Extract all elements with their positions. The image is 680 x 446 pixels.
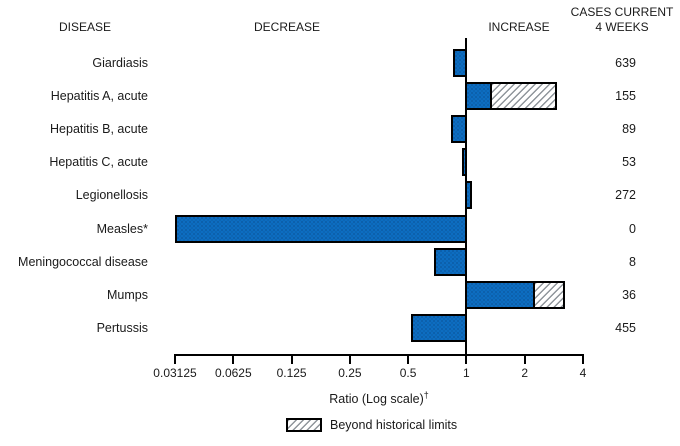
x-axis-line xyxy=(174,354,584,356)
disease-label-hepatitis-a-acute: Hepatitis A, acute xyxy=(50,89,148,104)
bar-solid-hepatitis-b-acute xyxy=(450,115,468,144)
x-axis-tick-label-0.125: 0.125 xyxy=(276,366,307,380)
cases-value-giardiasis: 639 xyxy=(615,56,636,70)
x-axis-tick-0.0625 xyxy=(232,356,235,364)
cases-value-mumps: 36 xyxy=(622,287,636,302)
cases-value-hepatitis-a-acute: 155 xyxy=(615,89,636,104)
cases-value-pertussis: 455 xyxy=(615,320,636,335)
legend-hatched-swatch xyxy=(286,418,322,432)
x-axis-tick-label-4: 4 xyxy=(579,366,587,380)
bar-solid-measles xyxy=(175,214,468,243)
column-header-cases-line2: 4 WEEKS xyxy=(595,20,649,34)
bar-beyond-limits-mumps xyxy=(534,280,566,309)
column-header-increase: INCREASE xyxy=(488,20,550,34)
x-axis-tick-label-0.0625: 0.0625 xyxy=(214,366,252,380)
x-axis-tick-2 xyxy=(523,356,526,364)
disease-label-measles: Measles* xyxy=(96,221,148,236)
x-axis-tick-label-2: 2 xyxy=(521,366,529,380)
disease-label-meningococcal-disease: Meningococcal disease xyxy=(18,254,148,269)
column-header-cases-line1: CASES CURRENT xyxy=(570,5,674,19)
disease-label-giardiasis: Giardiasis xyxy=(92,56,148,70)
bar-solid-hepatitis-a-acute xyxy=(465,82,492,111)
x-axis-tick-4 xyxy=(582,356,584,364)
disease-label-pertussis: Pertussis xyxy=(96,320,148,335)
x-axis-tick-0.5 xyxy=(407,356,410,364)
x-axis-tick-0.25 xyxy=(348,356,351,364)
x-axis-tick-label-1: 1 xyxy=(463,366,470,380)
bar-solid-mumps xyxy=(465,280,535,309)
x-axis-tick-0.03125 xyxy=(174,356,176,364)
bar-solid-giardiasis xyxy=(452,49,468,77)
x-axis-tick-0.125 xyxy=(290,356,293,364)
x-axis-tick-label-0.25: 0.25 xyxy=(338,366,362,380)
legend: Beyond historical limits xyxy=(286,418,457,432)
disease-label-hepatitis-b-acute: Hepatitis B, acute xyxy=(50,122,148,137)
column-header-decrease: DECREASE xyxy=(253,20,321,34)
cases-value-hepatitis-b-acute: 89 xyxy=(622,122,636,137)
bar-solid-legionellosis xyxy=(465,181,473,210)
x-axis-label-text: Ratio (Log scale) xyxy=(329,392,424,407)
x-axis-tick-1 xyxy=(465,356,468,364)
column-header-cases: CASES CURRENT 4 WEEKS xyxy=(566,5,678,35)
bar-solid-pertussis xyxy=(411,313,468,342)
cases-value-hepatitis-c-acute: 53 xyxy=(622,155,636,170)
bar-beyond-limits-hepatitis-a-acute xyxy=(491,82,558,111)
disease-label-hepatitis-c-acute: Hepatitis C, acute xyxy=(49,155,148,170)
bar-solid-hepatitis-c-acute xyxy=(462,148,468,177)
x-axis-tick-label-0.5: 0.5 xyxy=(399,366,417,380)
disease-label-mumps: Mumps xyxy=(107,287,148,302)
x-axis-tick-label-0.03125: 0.03125 xyxy=(153,366,197,380)
bar-solid-meningococcal-disease xyxy=(434,247,468,276)
column-header-disease: DISEASE xyxy=(58,20,112,34)
cases-value-legionellosis: 272 xyxy=(615,188,636,203)
x-axis-label: Ratio (Log scale)† xyxy=(329,390,429,406)
x-axis-footnote-dagger: † xyxy=(423,390,429,400)
legend-hatched-label: Beyond historical limits xyxy=(330,418,458,432)
disease-label-legionellosis: Legionellosis xyxy=(75,188,148,203)
cases-value-measles: 0 xyxy=(629,221,636,236)
cases-value-meningococcal-disease: 8 xyxy=(629,254,636,269)
